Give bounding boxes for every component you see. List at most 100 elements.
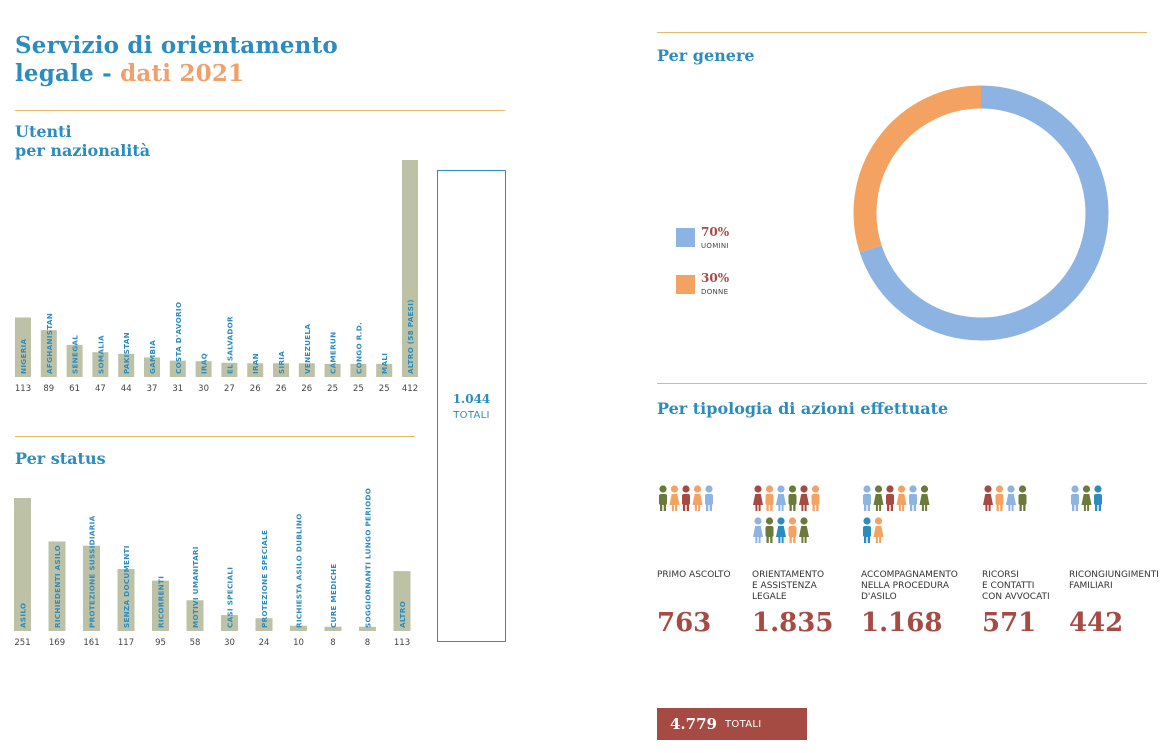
bar-category-label: RICHIEDENTI ASILO	[53, 545, 62, 628]
bar-venezuela	[298, 363, 315, 377]
person-icon	[811, 485, 820, 511]
azione-value: 1.168	[861, 608, 943, 638]
divider-top-right	[657, 32, 1147, 33]
status-heading: Per status	[15, 449, 106, 468]
person-icon	[863, 485, 871, 511]
azione-label: PRIMO ASCOLTO	[657, 570, 767, 581]
people-icons	[659, 485, 713, 511]
legend-uomini-label: UOMINI	[701, 242, 729, 250]
person-icon	[995, 485, 1004, 511]
nazionalita-heading-line1: Utenti	[15, 122, 72, 141]
bar-camerun	[324, 363, 341, 377]
bar-cure-mediche	[324, 626, 342, 631]
bar-category-label: GAMBIA	[148, 340, 157, 374]
person-icon	[705, 485, 713, 511]
person-icon	[799, 485, 809, 511]
bar-category-label: PROTEZIONE SPECIALE	[260, 530, 269, 628]
bar-value-label: 27	[224, 384, 235, 394]
azione-label-line: E ASSISTENZA	[752, 581, 817, 591]
bar-iran	[247, 363, 264, 377]
legend-donne-pct: 30%	[701, 271, 730, 285]
bar-category-label: MOTIVI UMANITARI	[191, 546, 200, 628]
person-icon	[682, 485, 690, 511]
person-icon	[753, 485, 763, 511]
bar-value-label: 58	[190, 638, 201, 648]
bar-category-label: SENEGAL	[71, 335, 80, 374]
azione-value: 1.835	[752, 608, 834, 638]
azione-label-line: RICORSI	[982, 570, 1019, 580]
bar-value-label: 412	[402, 384, 418, 394]
bar-value-label: 30	[224, 638, 235, 648]
bar-value-label: 8	[330, 638, 335, 648]
bar-value-label: 24	[259, 638, 270, 648]
person-icon	[753, 517, 763, 543]
bar-category-label: CASI SPECIALI	[226, 567, 235, 628]
bar-value-label: 8	[365, 638, 370, 648]
person-icon	[1094, 485, 1102, 511]
bar-afghanistan	[40, 330, 57, 377]
person-icon	[669, 485, 680, 511]
bar-category-label: AFGHANISTAN	[45, 313, 54, 374]
genere-donut-chart	[853, 85, 1109, 341]
donut-slice-uomini	[859, 85, 1109, 341]
person-icon	[765, 517, 774, 543]
bar-category-label: RICORRENTI	[157, 576, 166, 628]
totale-azioni-label: TOTALI	[724, 718, 762, 730]
bar-mali	[376, 363, 393, 377]
people-icons	[863, 485, 930, 543]
bar-senza-documenti	[117, 569, 135, 631]
person-icon	[896, 485, 907, 511]
status-bar-chart: ASILO 251 RICHIEDENTI ASILO 169 PROTEZIONE S…	[14, 488, 411, 648]
bar-category-label: MALI	[380, 353, 389, 374]
bar-category-label: VENEZUELA	[303, 324, 312, 374]
donut-slice-donne	[853, 85, 982, 253]
legend-donne-label: DONNE	[701, 288, 729, 296]
azione-label-line: NELLA PROCEDURA	[861, 581, 949, 591]
page-title-line1: Servizio di orientamento	[15, 32, 338, 59]
azione-label-line: E CONTATTI	[982, 581, 1035, 591]
bar-value-label: 30	[198, 384, 209, 394]
azione-value: 763	[657, 608, 712, 638]
bar-pakistan	[118, 353, 135, 377]
person-icon	[765, 485, 774, 511]
bar-category-label: IRAQ	[200, 353, 209, 374]
azione-label-line: ORIENTAMENTO	[752, 570, 825, 580]
azione-label-line: LEGALE	[752, 592, 787, 602]
person-icon	[983, 485, 993, 511]
bar-costa-d-avorio	[169, 360, 186, 377]
bar-category-label: SOGGIORNANTI LUNGO PERIODO	[364, 488, 373, 628]
bar-category-label: RICHIESTA ASILO DUBLINO	[295, 513, 304, 628]
bar-casi-speciali	[221, 615, 238, 631]
person-icon	[909, 485, 917, 511]
bar-senegal	[66, 344, 83, 377]
bar-somalia	[92, 352, 109, 377]
bar-value-label: 169	[49, 638, 65, 648]
person-icon	[1071, 485, 1079, 511]
page-title: Servizio di orientamento legale - dati 2…	[15, 32, 338, 88]
bar-ricorrenti	[152, 580, 169, 631]
bar-asilo	[14, 498, 31, 631]
bar-nigeria	[15, 317, 31, 377]
person-icon	[659, 485, 667, 511]
totale-azioni-badge: 4.779 TOTALI	[657, 708, 807, 740]
bar-value-label: 26	[301, 384, 312, 394]
page-title-year: dati 2021	[120, 60, 245, 87]
person-icon	[799, 517, 809, 543]
azione-label: ACCOMPAGNAMENTO NELLA PROCEDURA D'ASILO	[861, 570, 971, 603]
bar-value-label: 25	[327, 384, 338, 394]
bar-richiedenti-asilo	[48, 541, 66, 631]
bar-iraq	[195, 361, 212, 377]
bar-category-label: ALTRO	[398, 601, 407, 628]
person-icon	[692, 485, 703, 511]
bar-category-label: SENZA DOCUMENTI	[122, 545, 131, 628]
person-icon	[1018, 485, 1027, 511]
person-icon	[1006, 485, 1016, 511]
bar-category-label: ASILO	[19, 603, 28, 628]
person-icon	[863, 517, 871, 543]
bar-category-label: PAKISTAN	[122, 332, 131, 374]
bar-value-label: 95	[155, 638, 166, 648]
people-icons	[753, 485, 820, 543]
person-icon	[873, 485, 884, 511]
totale-utenti-value: 1.044	[452, 391, 491, 406]
bar-value-label: 61	[69, 384, 80, 394]
